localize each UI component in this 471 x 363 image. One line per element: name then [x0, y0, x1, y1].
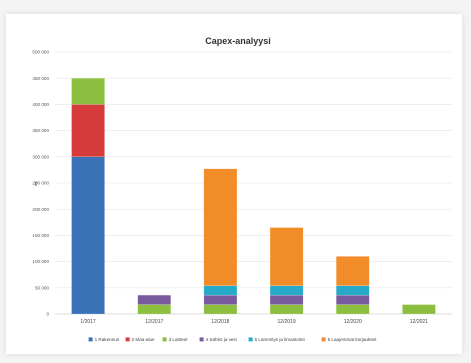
y-tick-label: 0 — [46, 312, 49, 317]
legend-label: 2 Maa-alue — [132, 337, 155, 342]
bar-segment — [269, 285, 304, 296]
legend-label: 4 Sähkö ja vesi — [206, 337, 237, 342]
legend-label: 5 Lämmitys ja ilmastointi — [255, 337, 305, 342]
legend-swatch — [162, 337, 167, 342]
y-tick-label: 50 000 — [35, 285, 49, 290]
x-tick-label: 12/2017 — [145, 319, 163, 325]
bar-segment — [203, 294, 238, 305]
legend-swatch — [248, 337, 253, 342]
bars — [71, 77, 436, 315]
y-tick-label: 400 000 — [32, 102, 49, 107]
legend-swatch — [199, 337, 204, 342]
bar-segment — [336, 285, 370, 296]
y-axis-ticks: 0 50 000 100 000 150 000 200 000 250 000 300 0… — [32, 50, 49, 317]
bar-segment — [269, 227, 304, 286]
bar-segment — [71, 104, 105, 158]
bar-segment — [336, 294, 370, 305]
bar-segment — [402, 304, 436, 315]
y-axis-label: € — [35, 182, 38, 188]
bar-segment — [336, 304, 370, 315]
y-tick-label: 350 000 — [32, 128, 49, 133]
bar-segment — [203, 304, 238, 315]
bar-segment — [203, 285, 238, 296]
legend-swatch — [88, 337, 93, 342]
bar-segment — [336, 256, 370, 286]
y-tick-label: 500 000 — [32, 50, 49, 55]
y-tick-label: 250 000 — [32, 181, 49, 186]
x-tick-label: 12/2020 — [344, 319, 362, 325]
legend-label: 6 Laajemmat korjaukset — [328, 337, 377, 342]
legend-label: 3 Laitteet — [169, 337, 189, 342]
y-tick-label: 300 000 — [32, 154, 49, 159]
y-tick-label: 450 000 — [32, 76, 49, 81]
capex-chart: Capex-analyysi € 0 50 000 100 000 150 000 20… — [32, 36, 452, 342]
x-tick-label: 12/2019 — [278, 319, 296, 325]
bar-segment — [269, 304, 304, 315]
bar-segment — [71, 77, 105, 105]
x-tick-label: 1/2017 — [80, 319, 96, 325]
x-tick-label: 12/2021 — [410, 319, 428, 325]
gridlines — [55, 51, 452, 315]
x-tick-label: 12/2018 — [211, 319, 229, 325]
bar-segment — [71, 156, 105, 315]
chart-title: Capex-analyysi — [205, 36, 271, 46]
bar-segment — [137, 294, 171, 305]
x-axis-ticks: 1/2017 12/2017 12/2018 12/2019 12/2020 12/202… — [80, 319, 428, 325]
legend: 1 Rakennus 2 Maa-alue 3 Laitteet 4 Sähkö ja… — [88, 337, 377, 342]
bar-segment — [137, 304, 171, 315]
y-tick-label: 150 000 — [32, 233, 49, 238]
bar-segment — [203, 168, 238, 286]
bar-segment — [269, 294, 304, 305]
legend-swatch — [125, 337, 130, 342]
y-tick-label: 100 000 — [32, 259, 49, 264]
legend-label: 1 Rakennus — [95, 337, 120, 342]
chart-card: Capex-analyysi € 0 50 000 100 000 150 000 20… — [6, 14, 462, 354]
y-tick-label: 200 000 — [32, 207, 49, 212]
legend-swatch — [321, 337, 326, 342]
